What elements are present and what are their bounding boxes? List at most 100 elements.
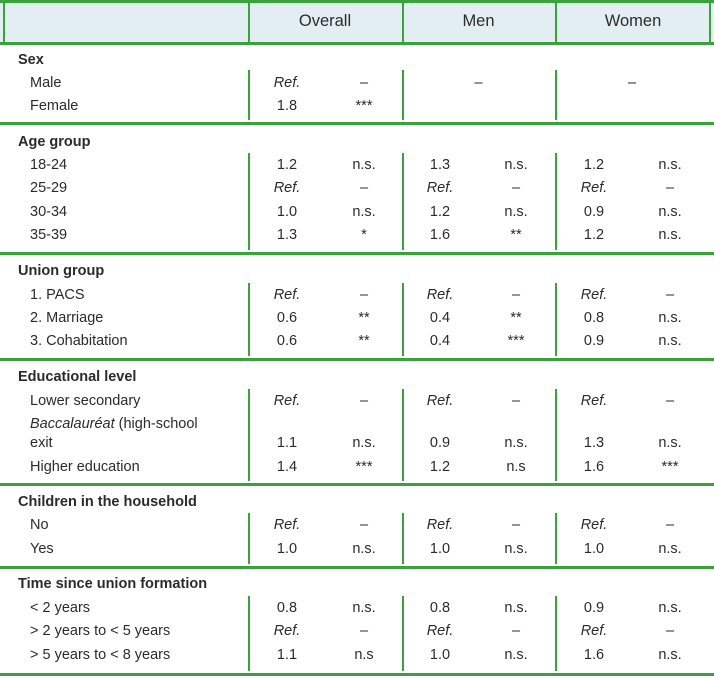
men-signif: –	[511, 517, 521, 533]
men-value: 0.9	[429, 435, 451, 451]
women-signif: ***	[661, 459, 679, 475]
vrule	[402, 153, 404, 250]
row-label-rest: (high-school	[114, 416, 198, 432]
women-signif: –	[665, 623, 675, 639]
men-value: 0.4	[429, 333, 451, 349]
rule-section-5	[0, 566, 714, 569]
men-value: 1.0	[429, 541, 451, 557]
vrule	[248, 283, 250, 356]
overall-signif: n.s.	[352, 600, 376, 616]
men-signif: ***	[507, 333, 525, 349]
women-signif: n.s.	[658, 647, 682, 663]
overall-value: 1.0	[276, 541, 298, 557]
overall-signif: ***	[355, 98, 373, 114]
men-value: Ref.	[426, 287, 454, 303]
overall-value: 1.1	[276, 647, 298, 663]
overall-value: 0.6	[276, 333, 298, 349]
overall-signif: *	[361, 227, 367, 243]
men-signif: n.s.	[504, 541, 528, 557]
overall-value: 0.6	[276, 310, 298, 326]
women-value: 1.2	[583, 157, 605, 173]
section-title-educational-level: Educational level	[18, 369, 137, 385]
women-value: 0.9	[583, 600, 605, 616]
women-signif: –	[627, 75, 637, 91]
vrule	[555, 389, 557, 481]
men-value: 1.2	[429, 459, 451, 475]
women-signif: n.s.	[658, 600, 682, 616]
overall-value: 1.2	[276, 157, 298, 173]
row-label: 1. PACS	[30, 287, 85, 303]
men-signif: –	[511, 623, 521, 639]
rule-section-2	[0, 252, 714, 255]
vrule	[555, 0, 557, 44]
vrule	[555, 513, 557, 564]
overall-value: 1.4	[276, 459, 298, 475]
women-value: Ref.	[580, 180, 608, 196]
column-header-women: Women	[604, 12, 662, 30]
overall-signif: –	[359, 75, 369, 91]
rule-section-3	[0, 358, 714, 361]
women-signif: –	[665, 517, 675, 533]
overall-value: Ref.	[273, 180, 301, 196]
women-signif: n.s.	[658, 204, 682, 220]
women-value: 0.9	[583, 204, 605, 220]
row-label: 30-34	[30, 204, 68, 220]
rule-section-4	[0, 483, 714, 486]
vrule	[248, 513, 250, 564]
men-value: 0.4	[429, 310, 451, 326]
men-signif: n.s.	[504, 647, 528, 663]
overall-signif: n.s.	[352, 541, 376, 557]
overall-value: 0.8	[276, 600, 298, 616]
men-value: Ref.	[426, 517, 454, 533]
row-label: Male	[30, 75, 62, 91]
vrule	[248, 0, 250, 44]
overall-value: 1.1	[276, 435, 298, 451]
women-value: 1.6	[583, 647, 605, 663]
women-signif: n.s.	[658, 541, 682, 557]
women-signif: –	[665, 393, 675, 409]
vrule	[709, 0, 711, 44]
row-label: Yes	[30, 541, 54, 557]
section-title-age-group: Age group	[18, 134, 91, 150]
men-signif: n.s.	[504, 435, 528, 451]
table-header-band	[0, 0, 714, 44]
overall-signif: n.s	[354, 647, 374, 663]
row-label: 3. Cohabitation	[30, 333, 128, 349]
row-label: 25-29	[30, 180, 68, 196]
women-value: 1.0	[583, 541, 605, 557]
row-label: > 5 years to < 8 years	[30, 647, 171, 663]
women-value: 1.2	[583, 227, 605, 243]
women-value: 1.3	[583, 435, 605, 451]
row-label: Lower secondary	[30, 393, 141, 409]
row-label: No	[30, 517, 49, 533]
men-value: Ref.	[426, 623, 454, 639]
rule-section-1	[0, 122, 714, 125]
women-value: 1.6	[583, 459, 605, 475]
men-signif: **	[510, 227, 522, 243]
row-label-line2: exit	[30, 435, 53, 451]
women-value: Ref.	[580, 517, 608, 533]
men-value: Ref.	[426, 393, 454, 409]
overall-value: Ref.	[273, 287, 301, 303]
overall-value: Ref.	[273, 393, 301, 409]
overall-signif: **	[358, 310, 370, 326]
women-signif: n.s.	[658, 227, 682, 243]
vrule	[555, 153, 557, 250]
row-label: > 2 years to < 5 years	[30, 623, 171, 639]
overall-signif: n.s.	[352, 435, 376, 451]
overall-signif: –	[359, 393, 369, 409]
overall-signif: n.s.	[352, 157, 376, 173]
men-signif: –	[511, 180, 521, 196]
overall-signif: **	[358, 333, 370, 349]
men-value: 0.8	[429, 600, 451, 616]
women-value: Ref.	[580, 393, 608, 409]
section-title-time-since-union: Time since union formation	[18, 576, 208, 592]
women-value: Ref.	[580, 623, 608, 639]
men-signif: n.s	[506, 459, 526, 475]
men-signif: **	[510, 310, 522, 326]
men-signif: n.s.	[504, 157, 528, 173]
vrule	[248, 389, 250, 481]
women-value: Ref.	[580, 287, 608, 303]
section-title-sex: Sex	[18, 52, 44, 68]
men-signif: –	[511, 393, 521, 409]
